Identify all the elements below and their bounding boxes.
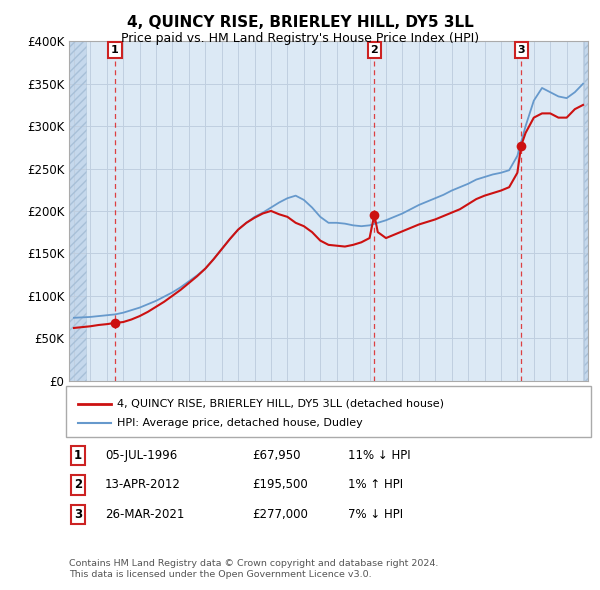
Text: 1: 1	[74, 449, 82, 462]
Text: 7% ↓ HPI: 7% ↓ HPI	[348, 508, 403, 521]
Bar	[584, 41, 588, 381]
Text: £277,000: £277,000	[252, 508, 308, 521]
Text: 13-APR-2012: 13-APR-2012	[105, 478, 181, 491]
Text: Contains HM Land Registry data © Crown copyright and database right 2024.: Contains HM Land Registry data © Crown c…	[69, 559, 439, 568]
Text: 26-MAR-2021: 26-MAR-2021	[105, 508, 184, 521]
Text: 05-JUL-1996: 05-JUL-1996	[105, 449, 177, 462]
Text: £195,500: £195,500	[252, 478, 308, 491]
Text: 1% ↑ HPI: 1% ↑ HPI	[348, 478, 403, 491]
Text: 3: 3	[74, 508, 82, 521]
Text: 3: 3	[517, 45, 525, 55]
Text: 2: 2	[370, 45, 378, 55]
Bar	[69, 41, 86, 381]
Text: HPI: Average price, detached house, Dudley: HPI: Average price, detached house, Dudl…	[117, 418, 363, 428]
Text: Price paid vs. HM Land Registry's House Price Index (HPI): Price paid vs. HM Land Registry's House …	[121, 32, 479, 45]
Text: 1: 1	[111, 45, 119, 55]
Text: £67,950: £67,950	[252, 449, 301, 462]
Text: 11% ↓ HPI: 11% ↓ HPI	[348, 449, 410, 462]
Text: This data is licensed under the Open Government Licence v3.0.: This data is licensed under the Open Gov…	[69, 570, 371, 579]
Bar	[69, 41, 86, 381]
Bar	[584, 41, 588, 381]
Text: 2: 2	[74, 478, 82, 491]
Text: 4, QUINCY RISE, BRIERLEY HILL, DY5 3LL: 4, QUINCY RISE, BRIERLEY HILL, DY5 3LL	[127, 15, 473, 30]
Text: 4, QUINCY RISE, BRIERLEY HILL, DY5 3LL (detached house): 4, QUINCY RISE, BRIERLEY HILL, DY5 3LL (…	[117, 399, 444, 408]
